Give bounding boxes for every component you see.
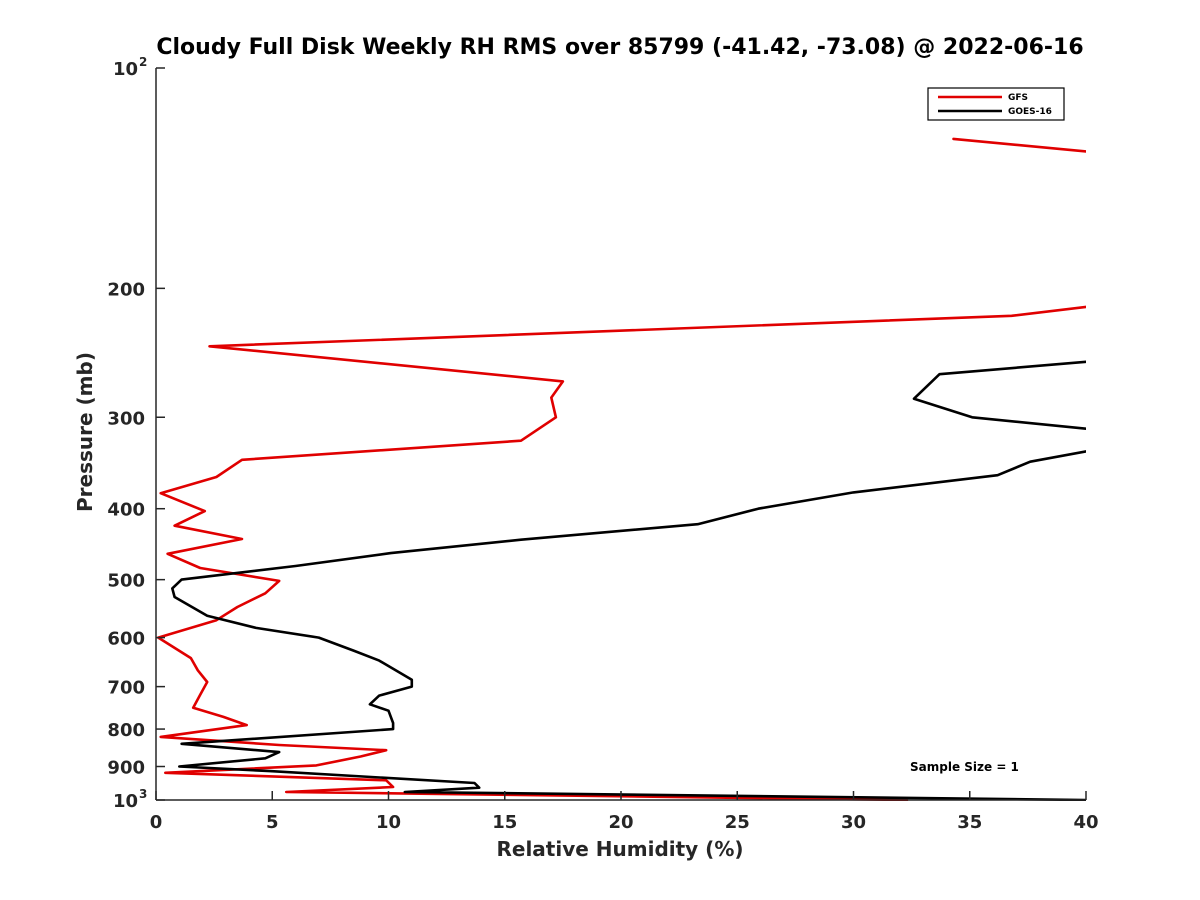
legend-label-goes-16: GOES-16 — [1008, 107, 1052, 117]
x-tick-label-30: 30 — [841, 812, 866, 833]
legend-label-gfs: GFS — [1008, 93, 1028, 103]
series-group — [157, 137, 1086, 801]
x-tick-label-10: 10 — [376, 812, 401, 833]
x-tick-label-15: 15 — [492, 812, 517, 833]
x-tick-label-20: 20 — [608, 812, 633, 833]
y-tick-label-400: 400 — [107, 500, 145, 521]
y-tick-label-700: 700 — [107, 678, 145, 699]
y-tick-label-600: 600 — [107, 629, 145, 650]
series-line-goes-16-segment-1 — [912, 360, 1086, 431]
x-tick-label-5: 5 — [266, 812, 279, 833]
y-tick-label-800: 800 — [107, 720, 145, 741]
sample-size-annotation: Sample Size = 1 — [910, 760, 1019, 774]
y-tick-label-500: 500 — [107, 571, 145, 592]
series-line-gfs-segment-1 — [952, 137, 1086, 153]
legend-box — [927, 87, 1065, 121]
x-axis-label: Relative Humidity (%) — [496, 837, 743, 861]
x-tick-label-40: 40 — [1073, 812, 1098, 833]
x-tick-label-25: 25 — [725, 812, 750, 833]
series-line-goes-16-segment-2 — [171, 450, 1086, 801]
y-axis-label: Pressure (mb) — [73, 352, 97, 512]
y-tick-exponent-1000: 3 — [139, 787, 147, 801]
y-tick-label-1000: 10 — [113, 791, 138, 812]
series-line-gfs-segment-2 — [157, 305, 1086, 801]
y-tick-label-200: 200 — [107, 279, 145, 300]
y-tick-label-900: 900 — [107, 758, 145, 779]
y-tick-exponent-100: 2 — [139, 55, 147, 69]
y-tick-label-300: 300 — [107, 408, 145, 429]
y-tick-label-100: 10 — [113, 59, 138, 80]
x-tick-label-0: 0 — [150, 812, 163, 833]
chart-title: Cloudy Full Disk Weekly RH RMS over 8579… — [156, 35, 1083, 60]
x-tick-label-35: 35 — [957, 812, 982, 833]
